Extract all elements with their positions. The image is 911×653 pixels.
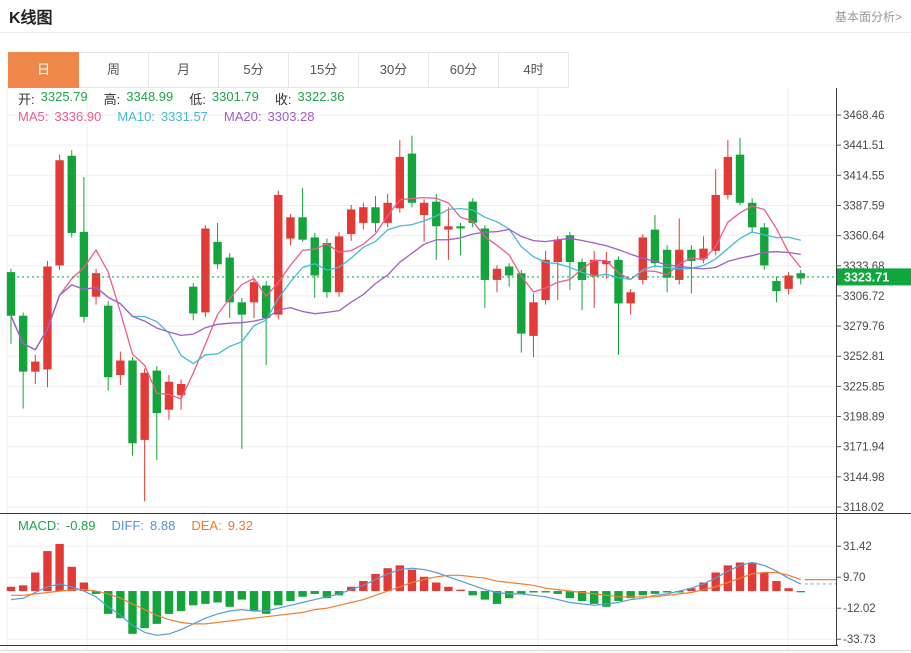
tab-week[interactable]: 周 [79,52,149,88]
svg-text:-33.73: -33.73 [843,634,876,646]
fundamental-analysis-link[interactable]: 基本面分析> [834,9,902,24]
diff-label: DIFF: [111,518,145,533]
period-tabs: 日周月 5分 15分 30分 60分 4时 [8,52,569,88]
svg-text:3279.76: 3279.76 [843,321,885,333]
ohlc-row: 开: 3325.79 高: 3348.99 低: 3301.79 收: 3322… [18,89,351,108]
svg-text:-12.02: -12.02 [843,603,876,615]
tab-5min[interactable]: 5分 [219,52,289,88]
tab-60min[interactable]: 60分 [429,52,499,88]
svg-text:3225.85: 3225.85 [843,381,885,393]
ma20-label: MA20: [223,109,262,124]
svg-text:3252.81: 3252.81 [843,351,885,363]
tab-30min[interactable]: 30分 [359,52,429,88]
tab-15min[interactable]: 15分 [289,52,359,88]
svg-text:3468.46: 3468.46 [843,110,885,122]
ma5-label: MA5: [18,109,49,124]
current-price-badge [837,268,911,286]
svg-text:31.42: 31.42 [843,541,872,553]
close-value: 3322.36 [297,89,345,104]
svg-text:3171.94: 3171.94 [843,442,885,454]
dea-label: DEA: [191,518,222,533]
svg-text:3144.98: 3144.98 [843,472,885,484]
tab-month[interactable]: 月 [149,52,219,88]
svg-text:9.70: 9.70 [843,572,865,584]
ma5-value: 3336.90 [54,109,102,124]
svg-text:3360.64: 3360.64 [843,231,885,243]
close-label: 收: [274,92,292,107]
macd-label: MACD: [18,518,60,533]
svg-text:3387.59: 3387.59 [843,200,885,212]
diff-value: 8.88 [150,518,176,533]
svg-text:3323.71: 3323.71 [844,270,889,284]
low-value: 3301.79 [211,89,259,104]
svg-text:3306.72: 3306.72 [843,291,885,303]
ma20-value: 3303.28 [267,109,315,124]
tab-day[interactable]: 日 [8,52,79,88]
tab-4hour[interactable]: 4时 [499,52,569,88]
high-value: 3348.99 [126,89,174,104]
ma10-value: 3331.57 [160,109,208,124]
macd-row: MACD: -0.89 DIFF: 8.88 DEA: 9.32 [18,518,259,533]
ma-row: MA5: 3336.90 MA10: 3331.57 MA20: 3303.28 [18,109,321,124]
open-value: 3325.79 [40,89,88,104]
macd-value: -0.89 [65,518,96,533]
high-label: 高: [103,92,121,107]
svg-text:3118.02: 3118.02 [843,502,884,514]
svg-text:3198.89: 3198.89 [843,412,885,424]
page-title: K线图 [9,10,53,27]
dea-value: 9.32 [227,518,253,533]
svg-text:3441.51: 3441.51 [843,140,885,152]
topbar: K线图 基本面分析> [0,0,911,33]
ma10-label: MA10: [117,109,155,124]
low-label: 低: [189,92,206,107]
svg-text:3414.55: 3414.55 [843,170,885,182]
open-label: 开: [18,92,35,107]
